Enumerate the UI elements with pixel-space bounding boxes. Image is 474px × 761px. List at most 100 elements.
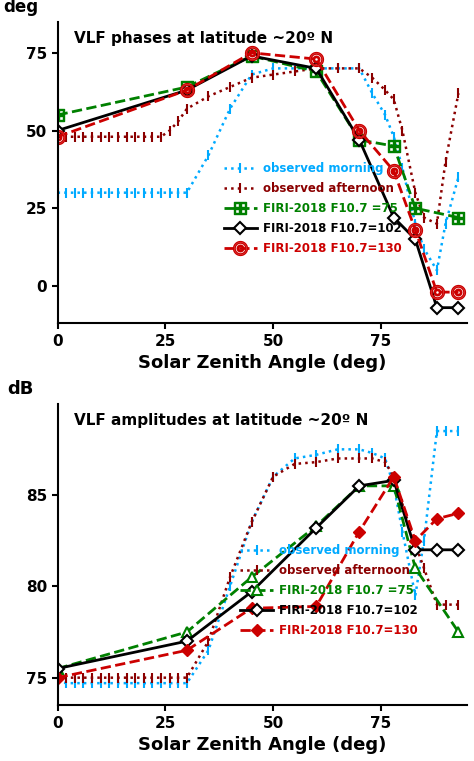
FIRI-2018 F10.7=102 (55, 664, 60, 673)
observed morning (55, 677, 60, 686)
observed afternoon (115, 132, 121, 142)
observed afternoon (64, 132, 69, 142)
observed afternoon (167, 126, 173, 135)
FIRI-2018 F10.7=130 (412, 225, 418, 234)
observed morning (412, 219, 418, 228)
observed afternoon (369, 454, 375, 463)
FIRI-2018 F10.7=130 (55, 132, 60, 142)
FIRI-2018 F10.7=130 (184, 646, 190, 655)
FIRI-2018 F10.7 =75 (412, 563, 418, 572)
observed morning (383, 110, 388, 119)
Y-axis label: dB: dB (8, 380, 34, 398)
observed afternoon (412, 188, 418, 197)
observed afternoon (434, 219, 440, 228)
observed afternoon (227, 572, 233, 581)
FIRI-2018 F10.7 =75 (356, 135, 362, 145)
observed afternoon (184, 104, 190, 113)
FIRI-2018 F10.7=102 (412, 545, 418, 554)
observed morning (81, 679, 86, 688)
FIRI-2018 F10.7=130 (434, 514, 440, 524)
observed morning (124, 679, 129, 688)
FIRI-2018 F10.7 =75 (391, 481, 397, 490)
observed morning (383, 454, 388, 463)
X-axis label: Solar Zenith Angle (deg): Solar Zenith Angle (deg) (138, 354, 386, 372)
observed morning (150, 188, 155, 197)
observed morning (456, 173, 461, 182)
FIRI-2018 F10.7=102 (356, 481, 362, 490)
Text: VLF phases at latitude ~20º N: VLF phases at latitude ~20º N (74, 30, 333, 46)
observed afternoon (107, 673, 112, 683)
observed afternoon (412, 540, 418, 549)
observed morning (400, 164, 405, 173)
observed afternoon (98, 673, 103, 683)
FIRI-2018 F10.7=102 (55, 126, 60, 135)
observed afternoon (270, 472, 276, 481)
observed morning (206, 646, 211, 655)
FIRI-2018 F10.7=102 (313, 524, 319, 533)
observed morning (98, 188, 103, 197)
observed afternoon (98, 132, 103, 142)
FIRI-2018 F10.7=130 (313, 602, 319, 611)
observed afternoon (391, 95, 397, 104)
observed afternoon (400, 499, 405, 508)
observed afternoon (141, 673, 146, 683)
observed afternoon (456, 600, 461, 609)
FIRI-2018 F10.7=130 (456, 288, 461, 297)
observed afternoon (313, 64, 319, 73)
observed morning (55, 188, 60, 197)
observed morning (72, 188, 78, 197)
observed afternoon (270, 70, 276, 79)
FIRI-2018 F10.7=130 (249, 603, 255, 613)
observed afternoon (150, 132, 155, 142)
observed afternoon (335, 64, 341, 73)
observed morning (400, 527, 405, 536)
FIRI-2018 F10.7=102 (313, 64, 319, 73)
FIRI-2018 F10.7=130 (356, 126, 362, 135)
FIRI-2018 F10.7 =75 (184, 82, 190, 91)
FIRI-2018 F10.7=102 (434, 303, 440, 312)
observed morning (421, 536, 427, 545)
observed morning (270, 64, 276, 73)
observed afternoon (443, 600, 448, 609)
FIRI-2018 F10.7 =75 (356, 481, 362, 490)
observed afternoon (356, 64, 362, 73)
observed morning (150, 679, 155, 688)
observed afternoon (55, 673, 60, 683)
observed afternoon (158, 132, 164, 142)
observed morning (175, 679, 181, 688)
Line: FIRI-2018 F10.7 =75: FIRI-2018 F10.7 =75 (53, 481, 463, 673)
observed morning (443, 426, 448, 435)
observed morning (356, 64, 362, 73)
observed morning (391, 132, 397, 142)
FIRI-2018 F10.7 =75 (55, 664, 60, 673)
observed afternoon (72, 132, 78, 142)
observed morning (184, 679, 190, 688)
observed morning (292, 64, 298, 73)
observed afternoon (335, 454, 341, 463)
observed morning (443, 219, 448, 228)
observed afternoon (55, 132, 60, 142)
observed afternoon (400, 126, 405, 135)
observed morning (124, 188, 129, 197)
observed afternoon (249, 73, 255, 82)
FIRI-2018 F10.7=130 (313, 55, 319, 64)
FIRI-2018 F10.7 =75 (456, 628, 461, 637)
FIRI-2018 F10.7 =75 (391, 142, 397, 151)
FIRI-2018 F10.7=130 (434, 288, 440, 297)
FIRI-2018 F10.7=102 (249, 587, 255, 597)
FIRI-2018 F10.7 =75 (55, 110, 60, 119)
observed morning (175, 188, 181, 197)
FIRI-2018 F10.7 =75 (249, 572, 255, 581)
observed afternoon (443, 157, 448, 166)
FIRI-2018 F10.7 =75 (313, 521, 319, 530)
observed morning (64, 679, 69, 688)
observed afternoon (81, 673, 86, 683)
observed morning (141, 188, 146, 197)
observed afternoon (175, 116, 181, 126)
observed morning (167, 679, 173, 688)
observed afternoon (158, 673, 164, 683)
observed morning (249, 517, 255, 527)
observed morning (206, 151, 211, 160)
Legend: observed morning, observed afternoon, FIRI-2018 F10.7 =75, FIRI-2018 F10.7=102, : observed morning, observed afternoon, FI… (219, 158, 406, 260)
observed morning (167, 188, 173, 197)
